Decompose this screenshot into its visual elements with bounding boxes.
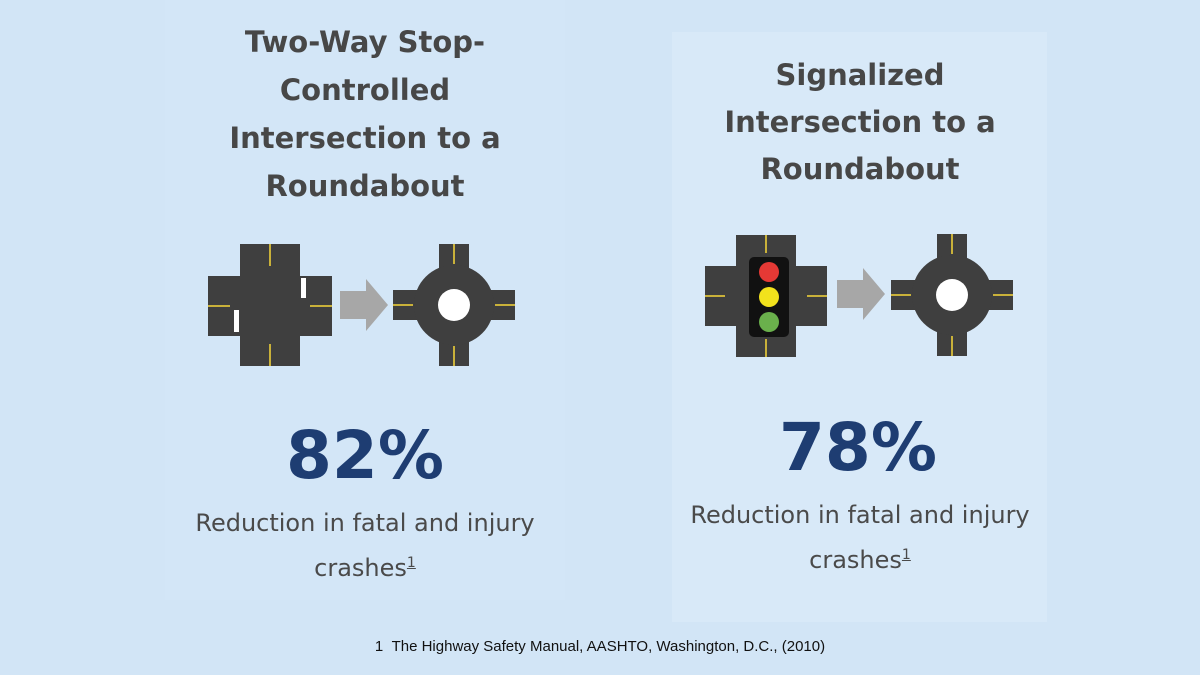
left-title-line: Intersection to a [229, 121, 501, 155]
footnote-number: 1 [374, 638, 384, 655]
signalized-intersection-icon [705, 235, 827, 357]
arrow-right-icon [340, 279, 388, 331]
roundabout-icon [891, 234, 1013, 356]
left-title-line: Two-Way Stop- [244, 25, 486, 59]
right-description: Reduction in fatal and injury crashes1 [670, 495, 1050, 580]
left-description: Reduction in fatal and injury crashes1 [175, 503, 555, 588]
arrow-right-icon [837, 268, 885, 320]
left-desc-line2: crashes [314, 554, 407, 582]
right-title-line: Signalized [775, 58, 945, 92]
left-title-line: Controlled [279, 73, 451, 107]
right-title-line: Intersection to a [724, 105, 996, 139]
right-percent: 78% [779, 409, 937, 486]
left-footnote-ref[interactable]: 1 [406, 555, 416, 571]
footnote-text: The Highway Safety Manual, AASHTO, Washi… [391, 638, 826, 655]
traffic-signal-icon [749, 257, 789, 337]
left-title-line: Roundabout [265, 169, 465, 203]
right-desc-line2: crashes [809, 546, 902, 574]
stop-intersection-icon [208, 244, 332, 366]
stop-bar [301, 278, 306, 298]
footnote: 1 The Highway Safety Manual, AASHTO, Was… [0, 638, 1200, 655]
right-panel [672, 32, 1047, 622]
right-footnote-ref[interactable]: 1 [901, 547, 911, 563]
roundabout-icon [393, 244, 515, 366]
left-desc-line1: Reduction in fatal and injury [195, 509, 535, 537]
right-title: Signalized Intersection to a Roundabout [690, 52, 1030, 193]
right-title-line: Roundabout [760, 152, 960, 186]
left-title: Two-Way Stop- Controlled Intersection to… [195, 18, 535, 210]
right-desc-line1: Reduction in fatal and injury [690, 501, 1030, 529]
left-percent: 82% [286, 417, 444, 494]
stop-bar [234, 310, 239, 332]
